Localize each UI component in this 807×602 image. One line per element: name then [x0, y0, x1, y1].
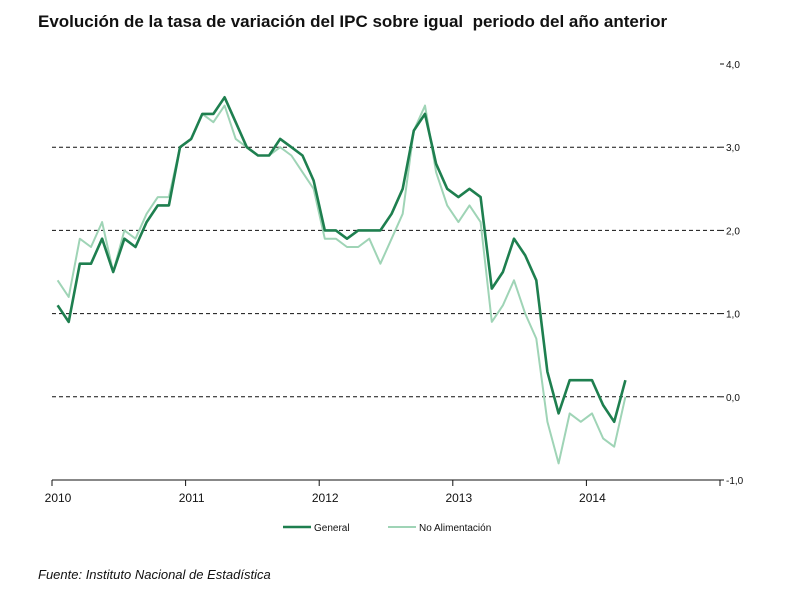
series-line-general: [56, 96, 627, 424]
legend-label: No Alimentación: [419, 523, 491, 534]
chart-title: Evolución de la tasa de variación del IP…: [38, 12, 668, 31]
y-tick-label: 4,0: [726, 60, 740, 71]
legend-label: General: [314, 523, 350, 534]
series-line-no-alimentacion: [56, 104, 627, 465]
x-tick-label: 2010: [45, 491, 72, 505]
y-tick-label: 3,0: [726, 143, 740, 154]
y-tick-label: 2,0: [726, 226, 740, 237]
y-tick-label: -1,0: [726, 476, 744, 487]
x-tick-label: 2011: [179, 491, 205, 505]
x-tick-label: 2013: [445, 491, 472, 505]
y-tick-label: 0,0: [726, 393, 740, 404]
x-tick-label: 2014: [579, 491, 606, 505]
x-tick-label: 2012: [312, 491, 339, 505]
y-tick-label: 1,0: [726, 310, 740, 321]
source-note: Fuente: Instituto Nacional de Estadístic…: [38, 567, 271, 582]
